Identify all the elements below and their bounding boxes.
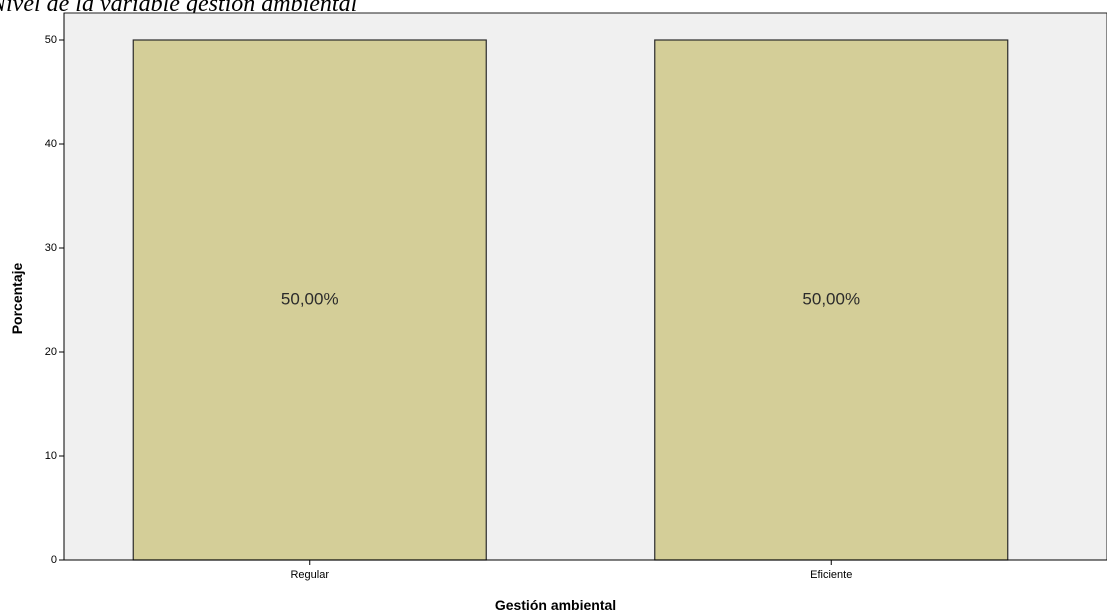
bar-eficiente — [654, 39, 1009, 561]
y-tick-label: 30 — [45, 242, 57, 254]
y-tick-label: 0 — [51, 554, 57, 566]
x-tick-label: Eficiente — [810, 569, 852, 581]
x-axis-title: Gestión ambiental — [495, 597, 616, 613]
bar-data-label: 50,00% — [802, 289, 860, 308]
y-axis-title: Porcentaje — [9, 262, 25, 334]
bar-regular — [132, 39, 487, 561]
y-tick-label: 40 — [45, 138, 57, 150]
y-tick-label: 10 — [45, 450, 57, 462]
axes-group: 0 10 20 30 40 50 Regular Eficiente — [45, 13, 1107, 581]
bars-group: 50,00% 50,00% — [132, 39, 1009, 561]
bar-data-label: 50,00% — [281, 289, 339, 308]
x-tick-label: Regular — [290, 569, 329, 581]
y-tick-label: 50 — [45, 34, 57, 46]
y-tick-label: 20 — [45, 346, 57, 358]
